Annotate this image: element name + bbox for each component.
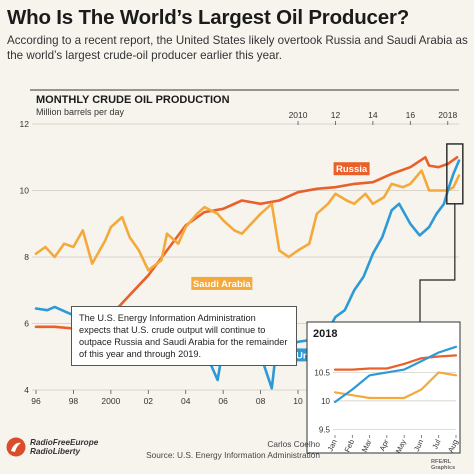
x-tick-label: 10 — [293, 396, 303, 406]
series-label-text: Russia — [336, 164, 368, 175]
y-tick-label: 8 — [24, 252, 29, 262]
page-title: Who Is The World’s Largest Oil Producer? — [7, 6, 410, 29]
source-credit: Source: U.S. Energy Information Administ… — [146, 450, 320, 460]
inset-frame — [306, 321, 461, 454]
y-tick-label: 4 — [24, 385, 29, 395]
x-top-tick-label: 12 — [331, 110, 341, 120]
logo-line-1: RadioFreeEurope — [30, 437, 99, 447]
inset-series-line-saudi-arabia — [333, 371, 458, 400]
inset-series-line-russia — [333, 354, 458, 371]
inset-y-tick-label: 10 — [321, 397, 330, 406]
author-credit: Carlos Coelho — [267, 439, 320, 449]
inset-x-tick-label: Jul — [430, 438, 442, 451]
x-top-tick-label: 16 — [406, 110, 416, 120]
graphics-tag: RFE/RL Graphics — [431, 459, 456, 471]
logo-line-2: RadioLiberty — [30, 447, 81, 456]
x-tick-label: 02 — [144, 396, 154, 406]
eia-note: The U.S. Energy Information Administrati… — [71, 306, 297, 366]
x-tick-label: 08 — [256, 396, 266, 406]
highlight-box-2018 — [446, 143, 464, 205]
series-label-box — [191, 276, 253, 290]
inset-series-line-united-states — [333, 345, 458, 404]
x-top-tick-label: 2018 — [438, 110, 457, 120]
x-top-tick-label: 2010 — [289, 110, 308, 120]
series-label-saudi-arabia: Saudi Arabia — [191, 276, 253, 290]
series-label-russia: Russia — [333, 162, 370, 176]
x-tick-label: 2000 — [101, 396, 120, 406]
y-tick-label: 10 — [20, 186, 30, 196]
series-label-text: Saudi Arabia — [193, 279, 251, 290]
logo-text: RadioFreeEurope RadioLiberty — [30, 438, 98, 457]
inset-y-tick-label: 10.5 — [314, 368, 330, 377]
x-tick-label: 06 — [218, 396, 228, 406]
page-subtitle: According to a recent report, the United… — [7, 34, 468, 62]
series-label-box — [333, 162, 370, 176]
y-axis-label: Million barrels per day — [36, 107, 125, 117]
inset-y-tick-label: 9.5 — [319, 425, 331, 434]
x-tick-label: 98 — [69, 396, 79, 406]
inset-title: 2018 — [313, 328, 337, 340]
rferl-logo-icon — [6, 437, 26, 457]
y-tick-label: 12 — [20, 119, 30, 129]
x-tick-label: 04 — [181, 396, 191, 406]
rferl-logo: RadioFreeEurope RadioLiberty — [6, 437, 98, 457]
x-tick-label: 96 — [31, 396, 41, 406]
x-top-tick-label: 14 — [368, 110, 378, 120]
series-line-saudi-arabia — [34, 169, 461, 272]
main-chart-title: MONTHLY CRUDE OIL PRODUCTION — [36, 94, 230, 106]
y-tick-label: 6 — [24, 319, 29, 329]
highlight-connector — [419, 203, 456, 322]
